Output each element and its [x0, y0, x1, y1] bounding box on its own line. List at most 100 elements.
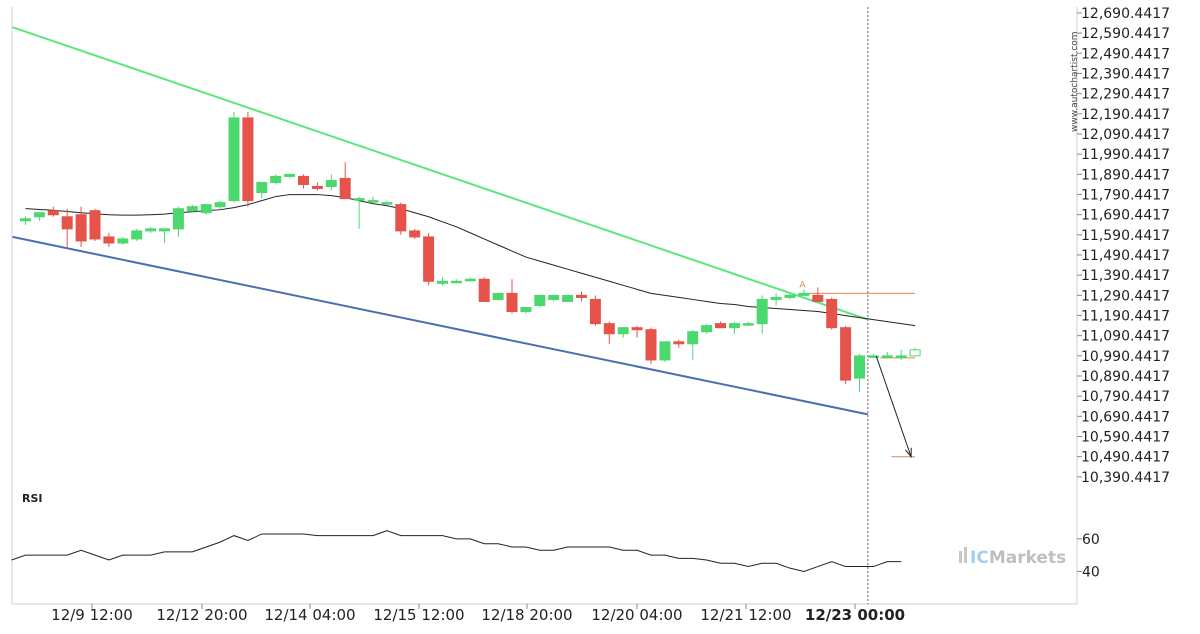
candle-body — [214, 202, 226, 208]
y-tick-label: 10,490.4417 — [1081, 450, 1170, 466]
x-tick-label: 12/20 04:00 — [591, 606, 682, 624]
candle — [534, 294, 546, 308]
candle-body — [617, 327, 629, 335]
candle-body — [33, 212, 45, 218]
candle-body — [20, 218, 31, 222]
candle — [228, 111, 240, 203]
candle-body — [117, 238, 129, 244]
candle — [715, 321, 726, 329]
candle-body — [381, 202, 393, 205]
y-tick-label: 11,890.4417 — [1081, 167, 1170, 183]
x-tick-label: 12/15 12:00 — [373, 606, 464, 624]
candle-body — [867, 355, 879, 358]
candle — [895, 349, 907, 360]
rsi-plot — [11, 530, 902, 572]
candle-body — [270, 175, 282, 183]
y-tick-label: 10,790.4417 — [1081, 389, 1170, 405]
candle — [812, 287, 824, 302]
candle-body — [492, 292, 504, 300]
rsi-line — [11, 530, 902, 572]
candle-body — [784, 294, 796, 298]
candle-body — [770, 296, 782, 300]
candle-body — [742, 323, 754, 326]
candle-body — [826, 298, 838, 329]
candle-body — [437, 280, 448, 284]
candle-body — [409, 230, 421, 238]
candle-body — [186, 206, 198, 212]
candle-body — [200, 204, 212, 214]
grid-layer — [11, 7, 1078, 605]
y-tick-label: 11,190.4417 — [1081, 308, 1170, 324]
candle — [478, 277, 490, 302]
y-tick-label: 12,490.4417 — [1081, 46, 1170, 62]
candle — [256, 181, 268, 199]
forecast-arrow — [875, 355, 912, 457]
candle — [131, 228, 143, 241]
candle-body — [840, 327, 852, 381]
candle — [867, 353, 879, 358]
candle — [909, 347, 921, 357]
x-tick-label: 12/21 12:00 — [700, 606, 791, 624]
candle — [464, 277, 476, 282]
y-tick-label: 11,490.4417 — [1081, 248, 1170, 264]
candle-body — [367, 200, 379, 203]
y-tick-label: 11,990.4417 — [1081, 147, 1170, 163]
candle — [742, 321, 754, 326]
candle — [298, 174, 309, 189]
candle — [20, 216, 31, 225]
candle — [548, 294, 560, 302]
rsi-tick-label: 60 — [1082, 532, 1100, 548]
candle-body — [631, 327, 643, 331]
candle-body — [61, 216, 73, 230]
candle — [854, 353, 865, 393]
candle-body — [756, 298, 768, 325]
candle — [784, 293, 796, 300]
candle — [61, 208, 73, 250]
price-plot: A — [12, 26, 921, 459]
lower-trendline — [12, 235, 869, 416]
brand-name: Markets — [989, 548, 1066, 568]
y-tick-label: 12,390.4417 — [1081, 66, 1170, 82]
candle-body — [534, 294, 546, 306]
x-tick-label: 12/18 20:00 — [481, 606, 572, 624]
candle-body — [423, 236, 435, 282]
candle — [381, 200, 393, 205]
candle — [589, 295, 601, 326]
candle — [492, 292, 504, 300]
y-tick-label: 11,290.4417 — [1081, 288, 1170, 304]
candle — [840, 325, 852, 385]
y-tick-label: 11,790.4417 — [1081, 187, 1170, 203]
candle — [103, 232, 115, 247]
y-tick-label: 10,390.4417 — [1081, 470, 1170, 486]
candle-body — [548, 294, 560, 300]
pattern-point-label: A — [799, 280, 806, 290]
candle-body — [298, 175, 309, 185]
candle-body — [589, 298, 601, 325]
rsi-panel-title: RSI — [22, 492, 43, 505]
candle — [450, 279, 462, 284]
candle-body — [339, 177, 351, 200]
candle-body — [520, 307, 532, 313]
candle-body — [562, 294, 574, 302]
candle — [770, 293, 782, 306]
candle-body — [131, 230, 143, 240]
candle — [826, 297, 838, 330]
brand-logo: ICMarkets — [959, 547, 1066, 568]
candle-body — [895, 355, 907, 358]
candle-body — [854, 355, 865, 379]
candle-body — [159, 228, 170, 232]
candle — [47, 206, 59, 217]
candle — [631, 325, 643, 338]
y-tick-label: 10,690.4417 — [1081, 409, 1170, 425]
candle — [603, 321, 615, 344]
candle — [659, 341, 671, 362]
y-tick-label: 10,890.4417 — [1081, 369, 1170, 385]
candle-body — [284, 173, 296, 177]
x-tick-label: 12/23 00:00 — [805, 606, 905, 624]
upper-trendline — [12, 26, 869, 321]
candle — [214, 200, 226, 209]
candle — [645, 327, 657, 364]
candle-body — [464, 278, 476, 282]
candle — [186, 204, 198, 213]
